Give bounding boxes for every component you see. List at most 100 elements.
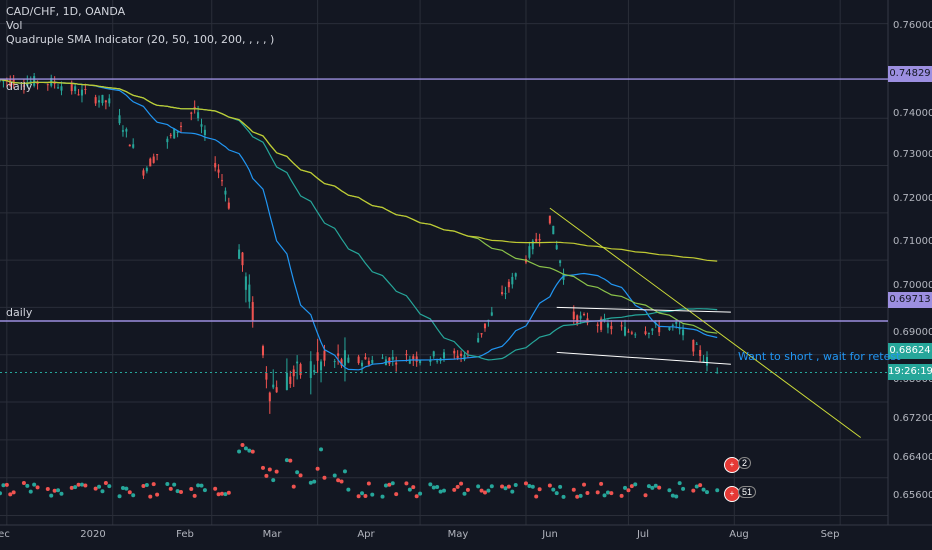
volume-mark (438, 489, 443, 494)
volume-mark (73, 485, 78, 490)
candle-body (149, 158, 152, 167)
volume-mark (220, 491, 224, 496)
candle-body (490, 312, 493, 316)
volume-mark (342, 469, 347, 474)
volume-mark (418, 491, 423, 496)
volume-mark (83, 483, 88, 488)
volume-mark (670, 493, 675, 498)
volume-mark (578, 493, 583, 498)
candle-body (453, 350, 456, 354)
candle-body (98, 100, 101, 103)
volume-mark (681, 486, 686, 491)
volume-mark (462, 491, 467, 496)
candle-body (419, 360, 422, 364)
volume-mark (59, 491, 64, 496)
candle-body (296, 361, 299, 364)
volume-mark (103, 481, 108, 486)
volume-mark (537, 487, 542, 492)
volume-mark (79, 482, 84, 487)
candle-body (166, 138, 169, 143)
volume-mark (0, 491, 2, 496)
volume-mark (243, 446, 248, 451)
volume-mark (380, 494, 385, 499)
candle-body (603, 319, 606, 321)
candle-body (173, 128, 176, 139)
candle-body (70, 83, 73, 92)
price-tick: 0.74000 (893, 108, 932, 119)
candle-body (361, 362, 364, 367)
price-tick: 0.73000 (893, 149, 932, 160)
volume-mark (626, 488, 631, 493)
trade-note-annotation[interactable]: Want to short , wait for retest (738, 350, 901, 363)
volume-mark (370, 492, 375, 497)
volume-mark (199, 483, 204, 488)
candle-body (197, 112, 200, 119)
candle-body (395, 362, 398, 365)
candle-body (220, 180, 224, 182)
volume-mark (657, 485, 662, 490)
candle-body (658, 326, 661, 333)
candle-body (333, 361, 336, 363)
volume-mark (237, 449, 242, 454)
candle-body (101, 94, 104, 104)
candle-body (214, 163, 217, 168)
price-tick: 0.70000 (893, 280, 932, 291)
candle-body (156, 154, 159, 156)
candle-body (644, 331, 647, 335)
candle-body (620, 325, 623, 327)
symbol-title[interactable]: CAD/CHF, 1D, OANDA (6, 5, 126, 18)
candle-body (381, 357, 384, 359)
volume-mark (226, 490, 231, 495)
candle-body (316, 352, 319, 361)
sma-indicator-label[interactable]: Quadruple SMA Indicator (20, 50, 100, 20… (6, 33, 275, 46)
candle-body (22, 85, 25, 87)
volume-mark (530, 484, 535, 489)
volume-mark (312, 479, 317, 484)
volume-mark (390, 481, 395, 486)
volume-mark (76, 482, 81, 487)
volume-mark (155, 492, 160, 497)
volume-mark (216, 492, 221, 497)
volume-mark (404, 481, 409, 486)
volume-mark (609, 491, 614, 496)
volume-mark (356, 494, 361, 499)
candle-body (285, 372, 288, 390)
candle-body (104, 100, 107, 103)
candle-body (299, 364, 302, 376)
volume-mark (1, 483, 6, 488)
volume-mark (476, 484, 481, 489)
volume-mark (175, 489, 180, 494)
candle-body (128, 144, 131, 147)
candle-body (238, 249, 241, 259)
volume-mark (25, 483, 30, 488)
candle-body (460, 353, 463, 356)
candle-body (702, 360, 705, 363)
volume-mark (298, 473, 303, 478)
volume-mark (264, 473, 269, 478)
volume-indicator-label[interactable]: Vol (6, 19, 23, 32)
candle-body (671, 324, 674, 326)
volume-mark (602, 493, 607, 498)
candle-body (152, 156, 155, 163)
volume-event-count: 2 (738, 457, 752, 469)
channel-bottom-line (556, 351, 731, 365)
candle-body (289, 376, 292, 384)
volume-mark (124, 486, 129, 491)
volume-mark (332, 473, 337, 478)
candle-body (217, 169, 220, 173)
volume-event-icon[interactable]: + (724, 457, 740, 473)
volume-mark (414, 494, 419, 499)
candle-body (388, 357, 391, 364)
volume-mark (213, 486, 218, 491)
volume-mark (165, 481, 170, 486)
volume-mark (202, 488, 207, 493)
time-tick: May (447, 529, 469, 540)
volume-mark (571, 487, 576, 492)
volume-mark (346, 487, 351, 492)
candle-body (371, 359, 374, 364)
candle-body (429, 359, 432, 363)
volume-mark (585, 490, 590, 495)
volume-mark (411, 485, 416, 490)
